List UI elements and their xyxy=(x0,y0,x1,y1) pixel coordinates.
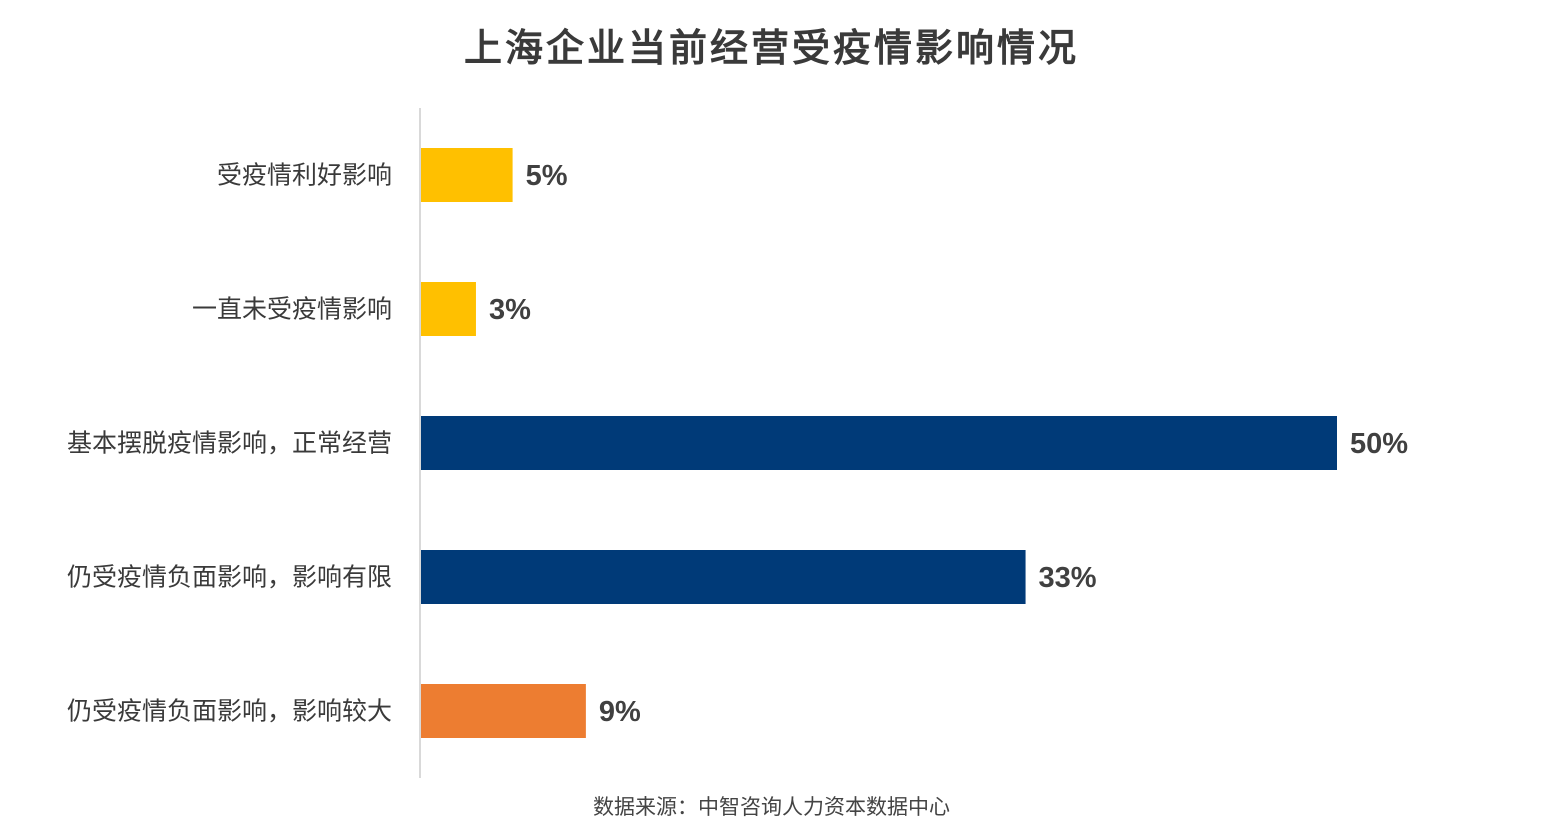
value-label-4: 33% xyxy=(1039,562,1097,594)
category-label-5: 仍受疫情负面影响，影响较大 xyxy=(67,697,392,726)
chart-title: 上海企业当前经营受疫情影响情况 xyxy=(463,26,1079,70)
bar-3 xyxy=(421,416,1337,470)
bar-5 xyxy=(421,684,586,738)
value-label-5: 9% xyxy=(599,696,641,728)
bar-1 xyxy=(421,148,513,202)
bar-4 xyxy=(421,550,1026,604)
value-label-3: 50% xyxy=(1350,428,1408,460)
bars-layer: 受疫情利好影响 5% 一直未受疫情影响 3% 基本摆脱疫情影响，正常经营 50% 仍受疫情负… xyxy=(67,148,1408,738)
category-label-2: 一直未受疫情影响 xyxy=(192,295,392,324)
category-label-1: 受疫情利好影响 xyxy=(217,161,392,190)
category-label-4: 仍受疫情负面影响，影响有限 xyxy=(67,563,392,592)
source-note: 数据来源：中智咨询人力资本数据中心 xyxy=(593,795,950,819)
value-label-2: 3% xyxy=(489,294,531,326)
bar-2 xyxy=(421,282,476,336)
value-label-1: 5% xyxy=(526,160,568,192)
category-label-3: 基本摆脱疫情影响，正常经营 xyxy=(67,429,392,458)
